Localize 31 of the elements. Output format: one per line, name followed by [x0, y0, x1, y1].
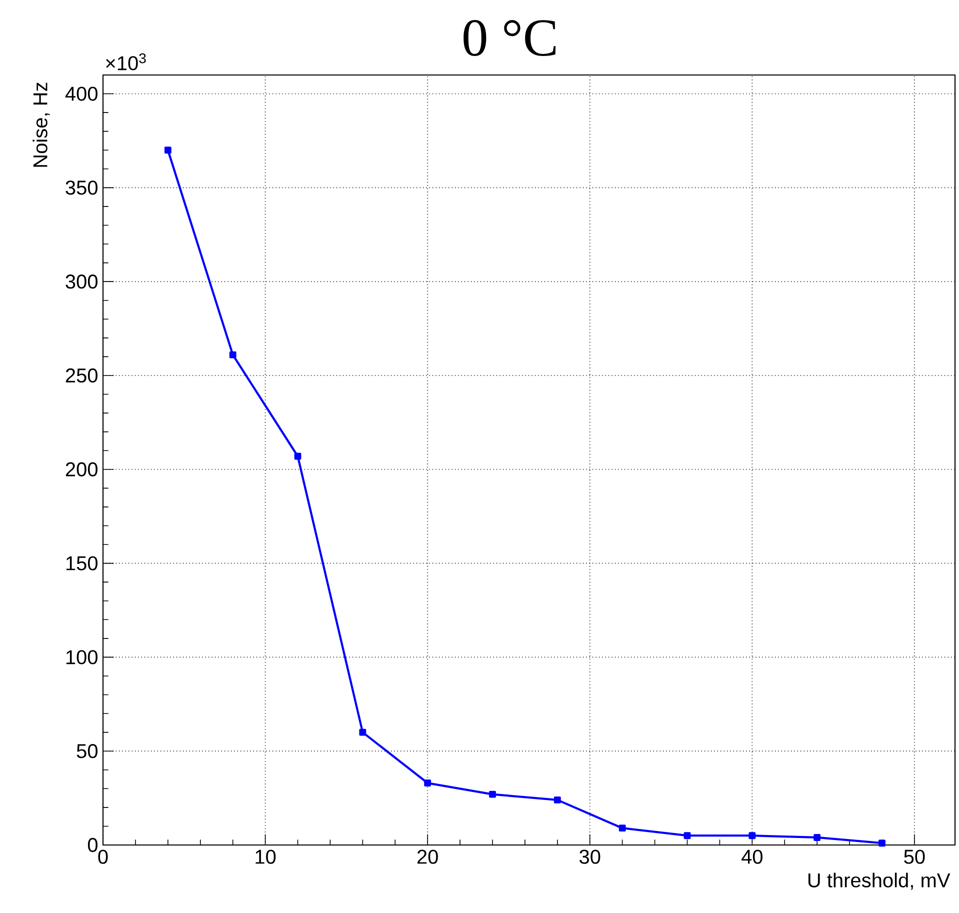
point: [489, 790, 496, 798]
x-axis-title: U threshold, mV: [808, 872, 950, 890]
y-tick-label: 100: [66, 650, 98, 664]
y-tick-label: 250: [66, 368, 98, 383]
x-tick-label: 50: [904, 850, 925, 864]
point: [684, 832, 691, 840]
x-tick-label: 20: [417, 850, 438, 864]
point: [424, 780, 432, 786]
y-tick-label: 200: [66, 462, 98, 476]
point: [164, 146, 172, 154]
point: [294, 452, 302, 460]
y-tick-label: 150: [66, 556, 98, 570]
y-tick-label: 300: [66, 274, 98, 289]
y-axis-title: Noise, Hz: [32, 82, 50, 167]
text: ×10$^{3}$: [106, 53, 146, 70]
x-tick-label: 0: [98, 850, 108, 864]
y-tick-label: 350: [66, 180, 98, 195]
x-tick-label: 10: [256, 850, 276, 864]
chart-title: 0 °C: [464, 20, 556, 56]
y-tick-label: 0: [88, 838, 98, 852]
point: [359, 728, 366, 736]
y-tick-label: 50: [76, 744, 98, 758]
point: [618, 824, 626, 832]
point: [814, 834, 821, 841]
point: [878, 840, 886, 847]
point: [554, 796, 561, 804]
x-tick-label: 30: [580, 850, 600, 864]
x-tick-label: 40: [741, 850, 762, 864]
point: [229, 351, 236, 358]
y-tick-label: 400: [65, 86, 98, 101]
point: [748, 832, 756, 840]
